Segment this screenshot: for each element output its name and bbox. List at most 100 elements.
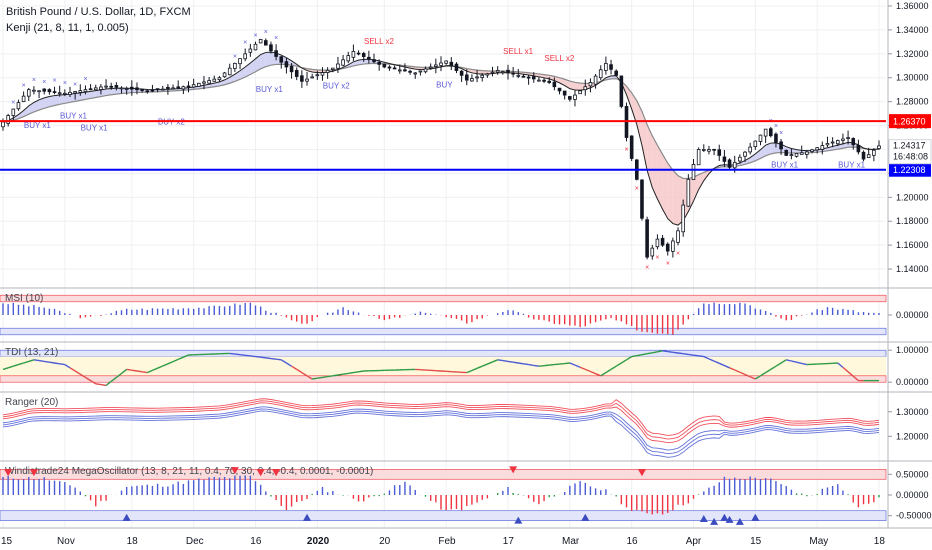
ranger-title: Ranger (20) [5,397,58,408]
tdi-line-segment [126,368,132,371]
candle-body [439,62,443,66]
candle-body [233,62,237,69]
tdi-line-segment [708,358,715,362]
tdi-line-segment [497,359,503,362]
time-axis-label: May [809,536,828,547]
trend-marker: × [655,254,659,261]
tdi-line-segment [559,362,565,365]
candle-body [63,92,67,95]
trend-marker: × [635,186,639,193]
tdi-line-segment [569,362,576,366]
price-tick-label: 1.30000 [896,73,929,83]
candle-body [732,161,737,169]
candle-body [42,88,47,92]
sell-arrow-marker [272,469,281,477]
price-tick-label: 1.34000 [896,25,929,35]
ma-cloud-segment [106,88,112,96]
candle-body [542,79,546,82]
candle-body [495,70,500,73]
tdi-line-segment [38,359,45,363]
tdi-line-segment [600,372,607,377]
candle-body [305,78,309,82]
ma-cloud-segment [90,90,96,99]
indicator-tick-label: -0.50000 [896,511,932,521]
ma-cloud-segment [255,54,261,72]
candle-body [779,141,783,150]
tdi-line-segment [801,362,808,366]
time-axis-label: 15 [750,536,762,547]
candle-body [428,66,433,69]
symbol-title[interactable]: British Pound / U.S. Dollar, 1D, FXCM [6,6,191,18]
candle-body [665,243,670,252]
tdi-line-segment [265,357,272,360]
ma-cloud-segment [482,70,488,75]
trend-marker: × [274,35,278,42]
buy-arrow-marker [514,516,523,524]
tdi-line-segment [672,351,679,354]
indicator-title[interactable]: Kenji (21, 8, 11, 1, 0.005) [6,22,129,34]
tdi-line-segment [713,360,720,364]
candle-body [32,89,36,92]
trend-marker: × [53,78,57,85]
indicator-tick-label: 0.00000 [896,310,929,320]
last-price-label: 1.24317 [893,141,926,151]
candle-body [330,67,335,70]
tdi-line-segment [234,353,241,356]
candle-body [521,75,526,78]
trend-marker: × [676,251,680,258]
ma-cloud-segment [554,76,560,83]
candle-body [743,151,747,157]
tdi-line-segment [620,359,627,364]
candle-body [841,138,845,141]
tdi-upper-band [0,349,887,357]
tdi-line-segment [115,372,122,378]
candle-body [805,151,809,155]
tdi-line-segment [69,367,76,372]
indicator-tick-label: 0.00000 [896,377,929,387]
tdi-line-segment [162,363,169,367]
candle-body [11,108,16,116]
candle-body [186,85,191,88]
candle-body [614,70,618,76]
tdi-line-segment [466,369,473,374]
candle-body [109,85,114,88]
tdi-line-segment [183,354,189,358]
ma-cloud-segment [116,88,122,95]
candle-body [1,121,5,128]
candle-body [501,71,505,74]
trend-marker: × [233,53,237,60]
candle-body [660,237,665,246]
candle-body [207,80,211,84]
ranger-band-line [2,400,880,440]
tdi-line-segment [85,376,91,382]
trend-marker: × [625,146,629,153]
candle-body [568,96,572,100]
ma-cloud-segment [770,142,776,154]
time-axis-label: Nov [57,536,75,547]
indicator-tick-label: 1.20000 [896,431,929,441]
tdi-line-segment [332,374,339,377]
tdi-line-segment [842,366,849,373]
tdi-line-segment [90,380,97,385]
candle-body [702,149,706,151]
time-axis-label: 16 [626,536,638,547]
candle-body [562,90,567,96]
candle-body [248,48,253,53]
tdi-line-segment [167,360,174,365]
candle-body [119,87,124,90]
tdi-line-segment [533,364,540,367]
candle-body [748,146,752,153]
tdi-line-segment [286,362,292,367]
tdi-line-segment [852,375,859,382]
candle-body [707,149,711,152]
sell-arrow-marker [230,467,239,475]
tdi-line-segment [121,368,128,374]
candle-body [284,61,289,68]
tdi-line-segment [317,376,323,379]
candle-body [93,87,98,91]
tdi-line-segment [28,359,35,363]
tdi-line-segment [744,373,751,378]
candle-body [387,66,392,69]
